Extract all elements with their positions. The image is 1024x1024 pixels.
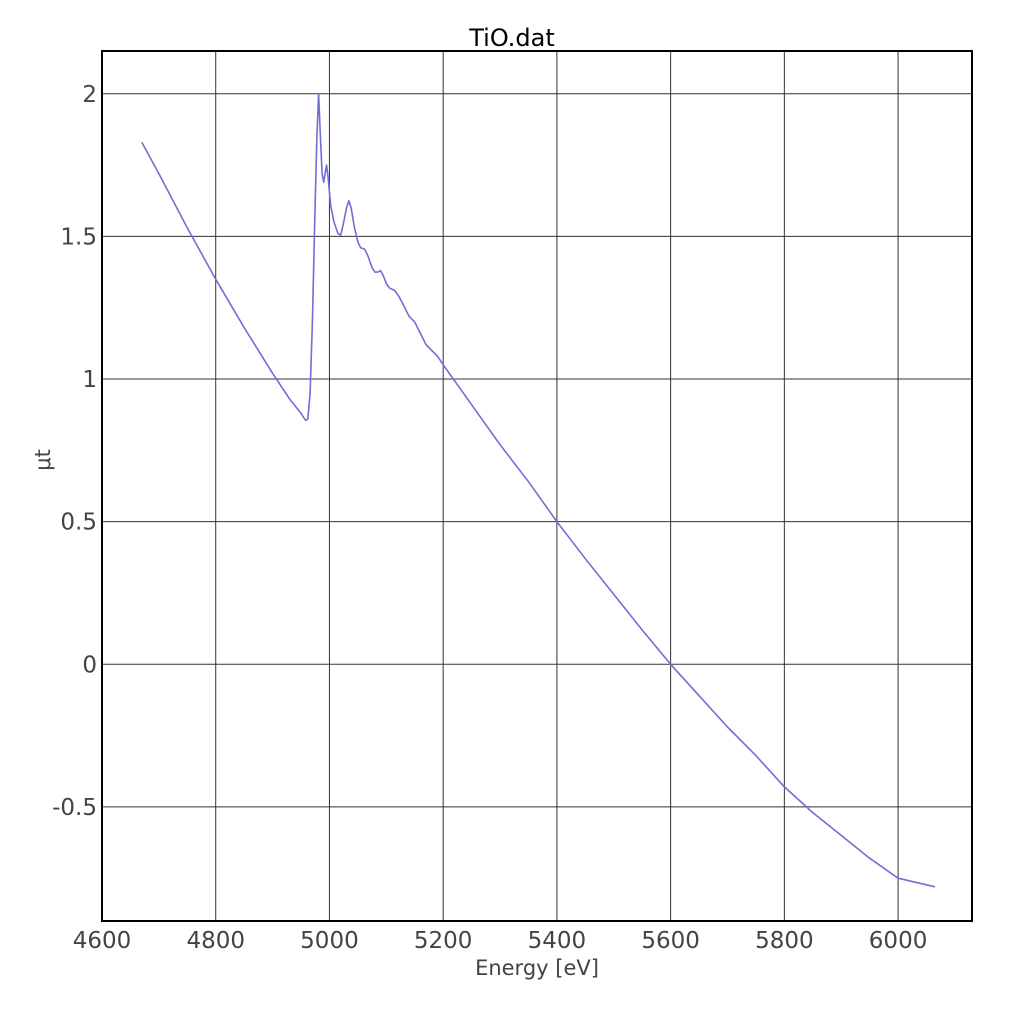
y-tick-label: 0: [82, 652, 97, 678]
x-tick-label: 5000: [300, 928, 359, 954]
x-tick-label: 5400: [528, 928, 587, 954]
plot-area: [141, 93, 936, 888]
x-axis-ticks: 4600 4800 5000 5200 5400 5600 5800 6000: [73, 928, 928, 954]
y-tick-label: 1: [82, 367, 97, 393]
x-tick-label: 5600: [641, 928, 700, 954]
gridlines: [102, 51, 972, 921]
y-axis-ticks: -0.5 0 0.5 1 1.5 2: [52, 82, 97, 821]
x-tick-label: 4600: [73, 928, 132, 954]
x-tick-label: 5200: [414, 928, 473, 954]
x-tick-label: 5800: [755, 928, 814, 954]
x-tick-label: 4800: [186, 928, 245, 954]
chart-title: TiO.dat: [468, 24, 555, 52]
y-tick-label: -0.5: [52, 795, 97, 821]
plot-frame: [101, 50, 973, 922]
y-tick-label: 0.5: [60, 510, 97, 536]
x-tick-label: 6000: [869, 928, 928, 954]
y-axis-label: μt: [31, 449, 55, 471]
series-line: [141, 93, 936, 888]
x-axis-label: Energy [eV]: [475, 956, 599, 980]
y-tick-label: 2: [82, 82, 97, 108]
y-tick-label: 1.5: [60, 224, 97, 250]
